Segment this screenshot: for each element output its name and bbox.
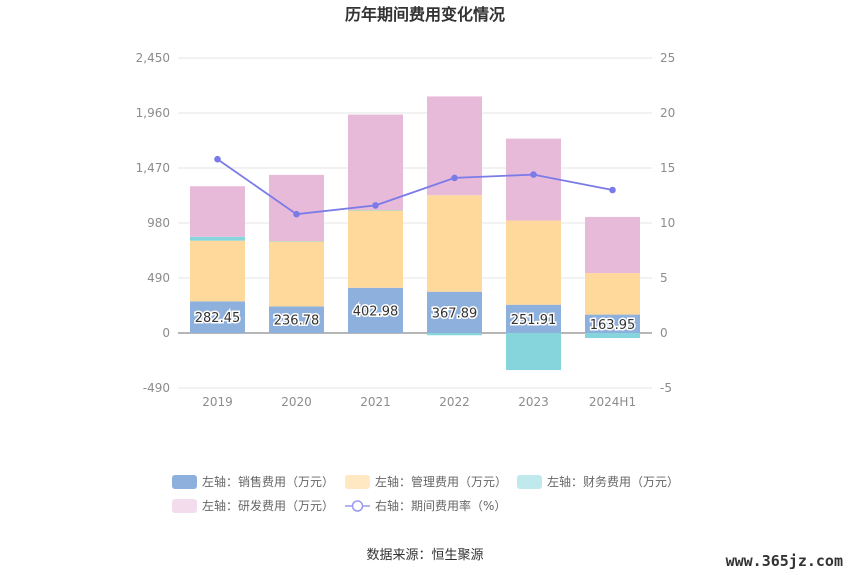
legend-label: 左轴：财务费用（万元） [547, 474, 679, 489]
x-tick-label: 2020 [281, 395, 312, 409]
bar [506, 333, 561, 371]
legend-label: 左轴：研发费用（万元） [202, 498, 334, 513]
data-label: 163.95 [590, 318, 636, 333]
bar [427, 195, 482, 292]
left-tick-label: -490 [143, 381, 170, 395]
right-tick-label: 15 [660, 161, 675, 175]
bar [269, 241, 324, 242]
line-point [530, 171, 537, 178]
x-axis: 2019 2020 2021 2022 2023 2024H1 [202, 395, 636, 409]
bar [348, 209, 403, 211]
x-tick-label: 2021 [360, 395, 391, 409]
left-tick-label: 980 [147, 216, 170, 230]
bar [506, 304, 561, 333]
data-label: 236.78 [274, 314, 320, 329]
bar [585, 314, 640, 333]
legend-marker-icon [351, 500, 364, 512]
left-tick-label: 0 [162, 326, 170, 340]
rate-line [214, 155, 616, 218]
bar [269, 241, 324, 307]
bar [348, 114, 403, 210]
left-axis: -490 0 490 980 1,470 1,960 2,450 [136, 51, 170, 395]
bar [190, 186, 245, 237]
rate-line-path [216, 158, 613, 216]
bar [506, 138, 561, 221]
x-tick-label: 2022 [439, 395, 470, 409]
left-tick-label: 2,450 [136, 51, 170, 65]
bar [427, 333, 482, 336]
right-tick-label: 20 [660, 106, 675, 120]
bar [190, 240, 245, 302]
legend-swatch [172, 475, 197, 489]
bar [427, 291, 482, 333]
bar [585, 273, 640, 315]
legend-swatch [172, 499, 197, 513]
legend-label: 左轴：管理费用（万元） [375, 474, 507, 489]
bar [506, 220, 561, 305]
legend-swatch [345, 475, 370, 489]
data-label: 282.45 [195, 311, 241, 326]
data-label: 402.98 [353, 304, 399, 319]
bar [269, 174, 324, 242]
legend: 左轴：销售费用（万元） 左轴：管理费用（万元） 左轴：财务费用（万元） 左轴：研发费用… [172, 474, 679, 513]
right-tick-label: -5 [660, 381, 672, 395]
bar [269, 306, 324, 333]
left-tick-label: 490 [147, 271, 170, 285]
right-tick-label: 0 [660, 326, 668, 340]
line-point [214, 155, 221, 163]
x-tick-label: 2024H1 [589, 395, 636, 409]
line-point [293, 210, 300, 218]
bars [190, 96, 640, 371]
bar [348, 210, 403, 288]
legend-label: 左轴：销售费用（万元） [202, 474, 334, 489]
x-tick-label: 2019 [202, 395, 233, 409]
data-labels: 282.45 236.78 402.98 367.89 251.91 163.95 [193, 303, 637, 334]
line-point [609, 186, 616, 194]
data-label: 251.91 [511, 313, 557, 328]
chart-title: 历年期间费用变化情况 [345, 5, 505, 24]
bar [585, 216, 640, 274]
x-tick-label: 2023 [518, 395, 549, 409]
left-tick-label: 1,470 [136, 161, 170, 175]
line-point [372, 202, 379, 209]
right-tick-label: 10 [660, 216, 675, 230]
right-tick-label: 5 [660, 271, 668, 285]
left-tick-label: 1,960 [136, 106, 170, 120]
watermark: www.365jz.com [726, 552, 843, 570]
source-text: 数据来源：恒生聚源 [366, 548, 483, 563]
bar [190, 301, 245, 333]
bar [190, 236, 245, 241]
bar [348, 287, 403, 333]
line-point [451, 174, 458, 182]
legend-label: 右轴：期间费用率（%） [375, 498, 506, 513]
right-axis: -5 0 5 10 15 20 25 [660, 51, 675, 395]
data-label: 367.89 [432, 306, 478, 321]
grid [178, 57, 652, 389]
bar [585, 333, 640, 339]
legend-swatch [517, 475, 542, 489]
right-tick-label: 25 [660, 51, 675, 65]
